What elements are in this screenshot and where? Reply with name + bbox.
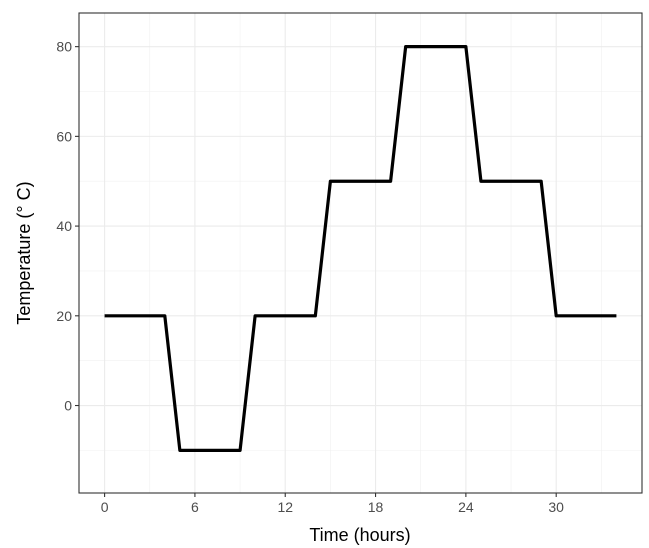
x-tick-label: 30 [548,499,564,515]
y-tick-label: 0 [64,398,72,414]
x-axis-title: Time (hours) [309,525,410,545]
plot-panel [79,13,642,493]
x-tick-label: 24 [458,499,474,515]
y-tick-label: 60 [56,128,72,144]
y-tick-label: 40 [56,218,72,234]
grid-lines [79,13,642,493]
y-tick-label: 20 [56,308,72,324]
x-axis-ticks: 0 6 12 18 24 30 [101,493,564,515]
x-tick-label: 6 [191,499,199,515]
temperature-line [104,45,617,452]
plot-border [78,12,643,494]
x-tick-label: 0 [101,499,109,515]
y-axis-title: Temperature (° C) [14,181,34,324]
y-tick-label: 80 [56,39,72,55]
x-tick-label: 18 [368,499,384,515]
x-tick-label: 12 [277,499,293,515]
y-axis-ticks: 0 20 40 60 80 [56,39,79,414]
series-layer [104,45,617,452]
